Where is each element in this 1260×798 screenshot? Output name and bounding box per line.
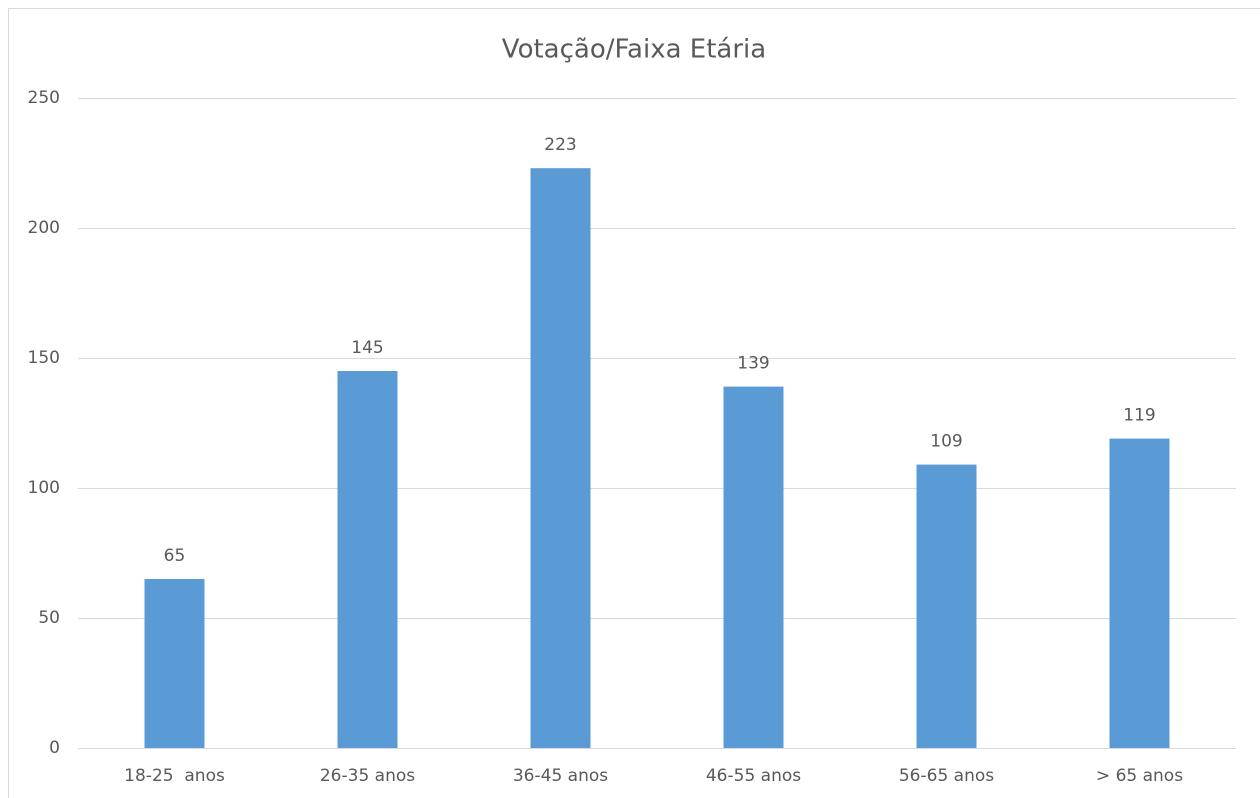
- data-label: 139: [737, 354, 769, 374]
- x-tick-label: 46-55 anos: [706, 766, 801, 786]
- x-tick-label: 56-65 anos: [899, 766, 994, 786]
- data-label: 109: [930, 432, 962, 452]
- bar: [916, 464, 977, 748]
- data-label: 223: [544, 135, 576, 155]
- x-tick-label: 18-25 anos: [124, 766, 225, 786]
- y-tick-label: 250: [28, 88, 60, 108]
- bar: [1109, 438, 1170, 748]
- y-tick-label: 200: [28, 218, 60, 238]
- bar: [144, 579, 205, 748]
- data-label: 145: [351, 338, 383, 358]
- x-tick-label: > 65 anos: [1096, 766, 1183, 786]
- x-tick-label: 36-45 anos: [513, 766, 608, 786]
- bar: [530, 168, 591, 748]
- bar: [723, 386, 784, 748]
- chart-title: Votação/Faixa Etária: [502, 35, 766, 65]
- y-tick-label: 0: [49, 738, 60, 758]
- y-tick-label: 50: [38, 608, 60, 628]
- x-tick-label: 26-35 anos: [320, 766, 415, 786]
- y-tick-label: 100: [28, 478, 60, 498]
- data-label: 65: [164, 546, 186, 566]
- chart-frame: [8, 8, 1260, 798]
- data-label: 119: [1123, 406, 1155, 426]
- bar: [337, 371, 398, 748]
- y-tick-label: 150: [28, 348, 60, 368]
